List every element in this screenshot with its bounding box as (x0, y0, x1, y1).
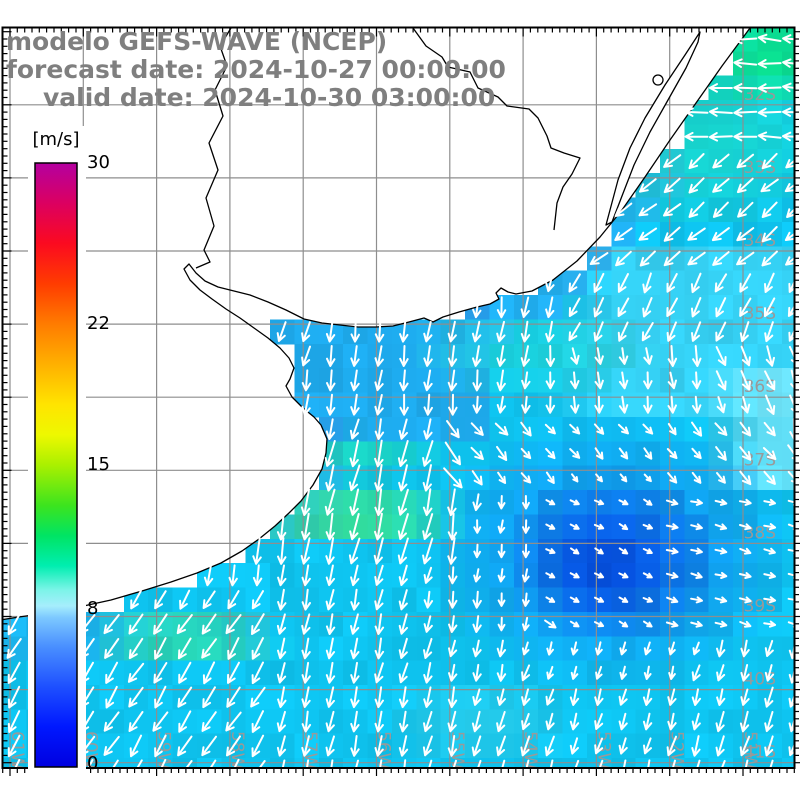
lon-label: 59W (154, 731, 174, 770)
lat-label: 39S (744, 597, 776, 617)
small-lagoon (652, 74, 664, 86)
lagoon-outline (605, 31, 701, 226)
wind-direction-arrows (6, 33, 795, 768)
colorbar-tick-30: 30 (87, 152, 110, 173)
lagoon-west-shore (412, 27, 581, 231)
lat-label: 36S (744, 377, 776, 397)
colorbar-tick-15: 15 (87, 454, 110, 475)
axis-ticks (2, 27, 800, 776)
lon-label: 54W (520, 731, 540, 770)
lon-label: 53W (593, 731, 613, 770)
lon-label: 51W (740, 731, 760, 770)
lat-label: 41S (744, 743, 776, 763)
lon-label: 58W (227, 731, 247, 770)
colorbar-gradient (34, 162, 78, 768)
lat-label: 32S (744, 85, 776, 105)
lat-label: 38S (744, 523, 776, 543)
lat-label: 37S (744, 450, 776, 470)
colorbar-tick-8: 8 (87, 598, 99, 619)
colorbar-tick-22: 22 (87, 313, 110, 334)
graticule-labels: 61W 60W 59W 58W 57W 56W 55W 54W 53W 52W 51W32S33S3… (7, 85, 776, 770)
uruguay-river (195, 27, 232, 269)
lat-label: 35S (744, 304, 776, 324)
lon-label: 61W (7, 731, 27, 770)
colorbar-tick-0: 0 (87, 753, 99, 774)
coastline (2, 27, 751, 621)
map-layers: 61W 60W 59W 58W 57W 56W 55W 54W 53W 52W 51W32S33S3… (2, 27, 795, 770)
lon-label: 52W (667, 731, 687, 770)
colorbar-unit-label: [m/s] (32, 129, 80, 150)
lat-label: 40S (744, 670, 776, 690)
